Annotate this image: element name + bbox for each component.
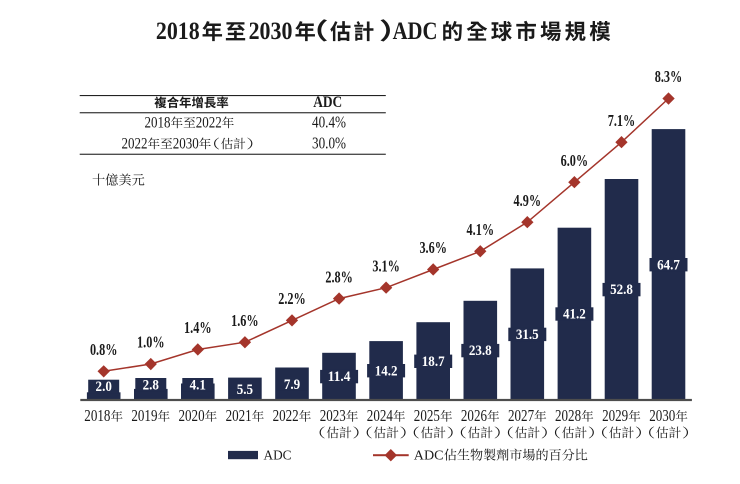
- svg-text:2026: 2026: [461, 406, 487, 425]
- svg-text:2022: 2022: [122, 135, 148, 152]
- svg-text:2025: 2025: [414, 406, 440, 425]
- svg-text:2028: 2028: [555, 406, 581, 425]
- svg-text:2018: 2018: [156, 18, 200, 46]
- svg-text:4.9%: 4.9%: [514, 193, 542, 210]
- svg-text:0.8%: 0.8%: [90, 342, 117, 359]
- svg-text:ADC: ADC: [264, 448, 292, 463]
- svg-text:11.4: 11.4: [328, 369, 351, 385]
- svg-text:1.4%: 1.4%: [184, 320, 212, 337]
- svg-text:ADC: ADC: [393, 18, 438, 46]
- svg-text:8.3%: 8.3%: [655, 69, 683, 86]
- svg-text:2030: 2030: [173, 135, 199, 152]
- svg-text:2020: 2020: [179, 406, 205, 425]
- svg-text:31.5: 31.5: [516, 326, 539, 342]
- svg-text:3.1%: 3.1%: [372, 258, 400, 275]
- svg-text:18.7: 18.7: [422, 353, 445, 369]
- svg-text:2024: 2024: [367, 406, 393, 425]
- svg-text:ADC: ADC: [313, 94, 342, 111]
- svg-text:2018: 2018: [145, 114, 171, 131]
- svg-text:40.4%: 40.4%: [312, 113, 346, 131]
- svg-text:2030: 2030: [249, 18, 293, 46]
- svg-text:2.0: 2.0: [96, 378, 112, 394]
- svg-text:ADC: ADC: [414, 449, 444, 464]
- svg-text:2.8%: 2.8%: [325, 269, 353, 286]
- svg-text:41.2: 41.2: [563, 306, 586, 322]
- svg-text:23.8: 23.8: [469, 343, 492, 359]
- svg-text:5.5: 5.5: [237, 381, 253, 397]
- svg-text:2018: 2018: [84, 406, 110, 425]
- svg-text:4.1%: 4.1%: [467, 222, 494, 239]
- svg-text:2022: 2022: [196, 114, 222, 131]
- svg-text:7.1%: 7.1%: [608, 113, 636, 130]
- svg-text:2022: 2022: [273, 406, 299, 425]
- svg-text:2.8: 2.8: [143, 377, 159, 393]
- svg-text:64.7: 64.7: [657, 257, 680, 273]
- svg-text:2030: 2030: [649, 406, 675, 425]
- svg-text:1.6%: 1.6%: [231, 313, 259, 330]
- svg-text:14.2: 14.2: [375, 363, 398, 379]
- svg-text:52.8: 52.8: [610, 282, 633, 298]
- svg-text:3.6%: 3.6%: [419, 240, 447, 257]
- svg-text:2027: 2027: [508, 406, 534, 425]
- svg-text:4.1: 4.1: [190, 377, 206, 393]
- svg-text:1.0%: 1.0%: [137, 335, 165, 352]
- svg-text:30.0%: 30.0%: [312, 134, 346, 152]
- svg-text:2023: 2023: [320, 406, 346, 425]
- svg-text:2.2%: 2.2%: [278, 291, 306, 308]
- svg-text:7.9: 7.9: [284, 376, 300, 392]
- svg-text:6.0%: 6.0%: [561, 153, 589, 170]
- svg-text:2019: 2019: [131, 406, 157, 425]
- svg-text:2021: 2021: [226, 406, 252, 425]
- svg-text:2029: 2029: [602, 406, 628, 425]
